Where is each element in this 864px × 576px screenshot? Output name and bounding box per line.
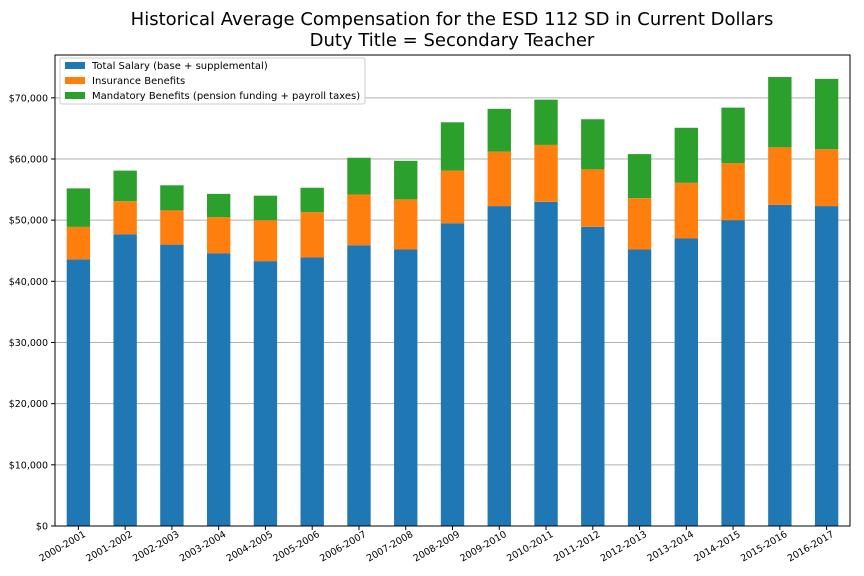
legend-swatch [65, 62, 85, 69]
bar-segment-series-0 [160, 244, 184, 526]
legend: Total Salary (base + supplemental) Insura… [59, 57, 366, 105]
x-tick-label: 2004-2005 [225, 529, 275, 564]
bar-segment-series-1 [440, 170, 465, 224]
bar-segment-series-0 [113, 234, 137, 526]
bar-segment-series-0 [581, 226, 605, 527]
bar-segment-series-0 [627, 249, 652, 526]
chart-subtitle: Duty Title = Secondary Teacher [310, 30, 595, 51]
x-tick-label: 2008-2009 [412, 529, 462, 564]
bar-segment-series-1 [814, 149, 839, 207]
bar-segment-series-0 [814, 206, 839, 526]
y-tick-label: $70,000 [9, 93, 48, 104]
x-tick-label: 2006-2007 [318, 529, 368, 564]
bar-segment-series-1 [300, 212, 324, 258]
y-axis: $0 $10,000 $20,000 $30,000 $40,000 $50,000 $60… [9, 93, 55, 533]
bar-segment-series-0 [674, 238, 699, 526]
bar-segment-series-0 [300, 257, 324, 526]
bar-segment-series-2 [160, 185, 184, 211]
legend-box [59, 57, 366, 105]
x-tick-label: 2009-2010 [458, 529, 508, 564]
x-tick-label: 2016-2017 [786, 529, 836, 564]
bar-segment-series-2 [113, 170, 137, 202]
y-tick-label: $50,000 [9, 216, 48, 227]
bar-segment-series-0 [534, 201, 558, 527]
bar-segment-series-0 [347, 245, 371, 527]
legend-label: Mandatory Benefits (pension funding + pa… [92, 91, 360, 102]
bar-segment-series-2 [721, 107, 745, 164]
bar-segment-series-1 [206, 217, 231, 254]
bar-segment-series-1 [581, 169, 605, 227]
legend-swatch [65, 77, 85, 84]
bar-segment-series-2 [768, 77, 792, 148]
bar-segment-series-1 [160, 210, 184, 245]
y-tick-label: $30,000 [9, 338, 48, 349]
x-tick-label: 2013-2014 [645, 529, 695, 564]
bar-segment-series-0 [721, 220, 745, 527]
legend-label: Insurance Benefits [92, 76, 185, 87]
bar-segment-series-2 [253, 195, 278, 221]
bar-segment-series-0 [253, 261, 278, 526]
bar-segment-series-1 [66, 226, 91, 260]
y-tick-label: $60,000 [9, 154, 48, 165]
bar-segment-series-0 [206, 253, 231, 526]
x-tick-label: 2012-2013 [599, 529, 649, 564]
bar-segment-series-1 [347, 194, 371, 246]
legend-label: Total Salary (base + supplemental) [91, 61, 268, 72]
bar-segment-series-2 [66, 188, 91, 227]
bar-segment-series-2 [627, 154, 652, 199]
y-tick-label: $20,000 [9, 399, 48, 410]
x-tick-label: 2007-2008 [365, 529, 415, 564]
x-tick-label: 2002-2003 [131, 529, 181, 564]
x-tick-label: 2000-2001 [38, 529, 88, 564]
bar-segment-series-1 [487, 151, 511, 207]
bar-segment-series-1 [113, 201, 137, 235]
bar-segment-series-0 [440, 223, 465, 526]
x-tick-label: 2005-2006 [271, 529, 321, 564]
x-tick-label: 2010-2011 [505, 529, 555, 564]
bar-segment-series-2 [394, 160, 418, 200]
x-tick-label: 2003-2004 [178, 529, 228, 564]
bar-segment-series-2 [300, 187, 324, 213]
x-tick-label: 2015-2016 [739, 529, 789, 564]
y-tick-label: $40,000 [9, 277, 48, 288]
bar-segment-series-0 [394, 249, 418, 526]
y-tick-label: $10,000 [9, 460, 48, 471]
bar-segment-series-2 [814, 78, 839, 150]
chart-title: Historical Average Compensation for the … [131, 9, 774, 30]
bar-segment-series-2 [487, 108, 511, 152]
x-tick-label: 2011-2012 [552, 529, 602, 564]
bar-segment-series-0 [768, 204, 792, 526]
x-tick-label: 2014-2015 [692, 529, 742, 564]
bar-segment-series-2 [347, 157, 371, 195]
bar-segment-series-0 [66, 259, 91, 526]
bar-segment-series-1 [534, 144, 558, 202]
bar-segment-series-2 [534, 99, 558, 145]
bar-segment-series-1 [627, 198, 652, 250]
bar-segment-series-2 [674, 127, 699, 183]
legend-swatch [65, 92, 85, 99]
bar-segment-series-1 [674, 182, 699, 239]
bar-segment-series-0 [487, 206, 511, 526]
bar-segment-series-1 [721, 163, 745, 221]
bar-segment-series-1 [394, 199, 418, 250]
bar-segment-series-2 [581, 119, 605, 170]
bar-segment-series-1 [768, 147, 792, 205]
x-tick-label: 2001-2002 [84, 529, 134, 564]
y-tick-label: $0 [36, 522, 48, 533]
bar-segment-series-2 [206, 193, 231, 218]
bar-segment-series-1 [253, 220, 278, 262]
x-axis: 2000-20012001-20022002-20032003-20042004… [38, 526, 836, 564]
bars [66, 77, 839, 527]
bar-segment-series-2 [440, 122, 465, 171]
